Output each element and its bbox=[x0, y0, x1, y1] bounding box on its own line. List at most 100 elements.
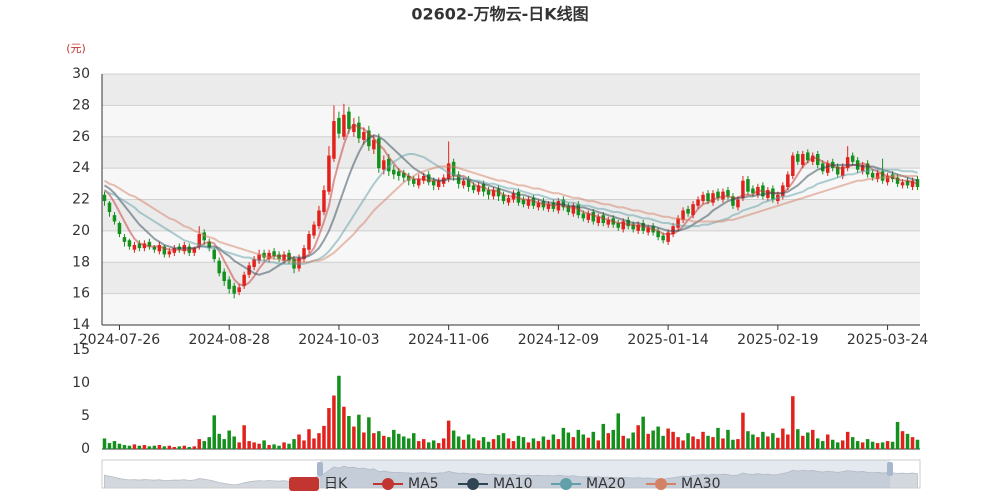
legend-item[interactable]: 日K bbox=[289, 476, 348, 492]
volume-bar bbox=[761, 431, 765, 449]
volume-bar bbox=[117, 443, 122, 449]
split-area bbox=[102, 199, 920, 231]
candle-body bbox=[272, 251, 276, 256]
volume-bar bbox=[601, 423, 606, 449]
candle-body bbox=[397, 171, 401, 176]
volume-bar bbox=[835, 442, 840, 449]
candle-body bbox=[696, 199, 700, 206]
volume-bar bbox=[551, 434, 556, 449]
volume-bar bbox=[267, 445, 271, 449]
chart-title: 02602-万物云-日K线图 bbox=[411, 5, 588, 24]
legend-label: MA20 bbox=[586, 476, 625, 492]
legend-item[interactable]: MA5 bbox=[373, 476, 439, 492]
volume-bar bbox=[132, 444, 137, 449]
volume-bar bbox=[446, 420, 451, 449]
candle-body bbox=[586, 213, 591, 220]
candle-body bbox=[571, 205, 576, 214]
volume-bar bbox=[142, 445, 147, 449]
volume-bar bbox=[606, 433, 611, 449]
candle-body bbox=[581, 213, 586, 219]
volume-bar bbox=[471, 438, 476, 449]
candle-body bbox=[257, 254, 261, 261]
legend-symbol bbox=[289, 477, 319, 491]
volume-bar bbox=[736, 439, 740, 449]
legend-item[interactable]: MA10 bbox=[458, 476, 532, 492]
candle-body bbox=[282, 254, 286, 261]
candle-body bbox=[666, 232, 670, 242]
candle-body bbox=[466, 179, 471, 187]
volume-bar bbox=[292, 439, 296, 449]
candle-body bbox=[237, 287, 241, 293]
candle-body bbox=[796, 154, 800, 162]
zoom-handle-right[interactable] bbox=[887, 462, 893, 476]
candle-body bbox=[566, 205, 571, 213]
candle-body bbox=[342, 114, 346, 137]
volume-bar bbox=[431, 440, 436, 449]
volume-bar bbox=[407, 438, 411, 449]
ma-line bbox=[103, 134, 918, 276]
candle-body bbox=[860, 164, 865, 172]
x-tick-label: 2025-01-14 bbox=[627, 332, 708, 348]
candle-body bbox=[621, 221, 625, 230]
candle-body bbox=[312, 224, 316, 236]
volume-bar bbox=[382, 435, 386, 449]
candle-body bbox=[691, 204, 695, 216]
legend-item[interactable]: MA20 bbox=[551, 476, 625, 492]
zoom-slider-window[interactable] bbox=[320, 460, 890, 488]
candle-body bbox=[197, 234, 202, 247]
candle-body bbox=[895, 177, 900, 184]
volume-bar bbox=[581, 434, 586, 449]
candle-body bbox=[461, 180, 466, 186]
candle-body bbox=[157, 244, 162, 252]
candle-body bbox=[741, 180, 745, 198]
volume-bar bbox=[646, 433, 650, 449]
volume-bar bbox=[741, 412, 745, 449]
volume-bar bbox=[526, 442, 531, 449]
candle-body bbox=[347, 111, 351, 129]
volume-bar bbox=[486, 441, 491, 449]
candle-body bbox=[646, 227, 650, 233]
volume-bar bbox=[421, 439, 426, 449]
volume-bar bbox=[641, 416, 645, 449]
volume-bar bbox=[816, 438, 820, 449]
candle-body bbox=[212, 249, 216, 260]
x-tick-label: 2024-08-28 bbox=[189, 332, 270, 348]
candle-body bbox=[526, 199, 531, 206]
candle-body bbox=[806, 152, 810, 161]
y-tick-label: 26 bbox=[72, 129, 90, 145]
volume-bar bbox=[491, 439, 496, 449]
zoom-slider-track[interactable] bbox=[101, 459, 921, 489]
volume-bar bbox=[372, 433, 376, 449]
candle-body bbox=[352, 124, 356, 133]
volume-tick-label: 10 bbox=[72, 375, 90, 391]
candle-body bbox=[681, 210, 685, 220]
volume-bar bbox=[875, 443, 880, 449]
volume-bar bbox=[801, 435, 805, 449]
ma-line bbox=[103, 165, 918, 264]
zoom-handle-left[interactable] bbox=[317, 462, 323, 476]
candle-body bbox=[222, 271, 226, 282]
volume-bar bbox=[112, 441, 117, 449]
volume-bar bbox=[596, 440, 601, 449]
volume-bar bbox=[217, 433, 221, 449]
volume-bar bbox=[636, 425, 640, 449]
candle-body bbox=[910, 180, 915, 187]
split-area bbox=[102, 293, 920, 325]
legend-item[interactable]: MA30 bbox=[646, 476, 720, 492]
volume-bar bbox=[895, 421, 900, 449]
volume-bar bbox=[850, 437, 855, 449]
legend-symbol bbox=[467, 478, 479, 490]
candle-body bbox=[192, 248, 197, 253]
candle-body bbox=[112, 215, 117, 222]
volume-bar bbox=[556, 439, 561, 449]
volume-bar bbox=[122, 445, 127, 449]
candle-body bbox=[102, 194, 107, 202]
x-tick-label: 2025-02-19 bbox=[737, 332, 818, 348]
volume-bar bbox=[511, 441, 516, 449]
volume-bar bbox=[312, 438, 316, 449]
candle-body bbox=[865, 163, 870, 175]
volume-bar bbox=[362, 432, 366, 449]
volume-bar bbox=[706, 435, 710, 449]
volume-bar bbox=[840, 440, 845, 449]
